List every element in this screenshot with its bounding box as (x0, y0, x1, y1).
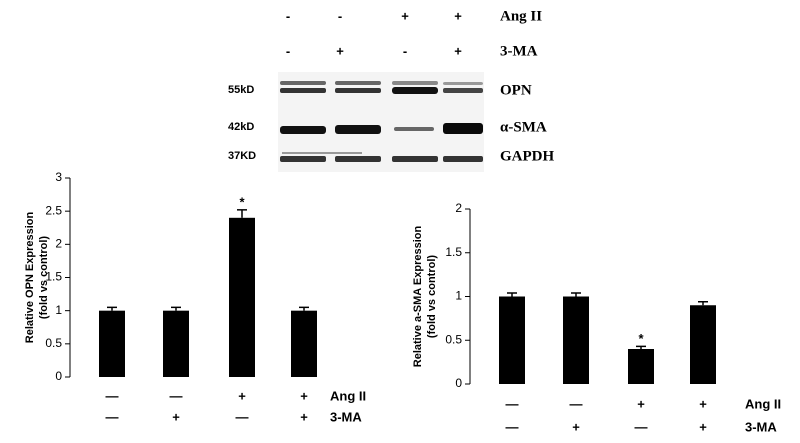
y-axis-label: Relative a-SMA Expression (412, 226, 424, 368)
bar (229, 217, 255, 377)
y-tick-label: 0.5 (445, 332, 462, 346)
x-row-label: — (506, 396, 519, 411)
x-row-name: 3-MA (330, 409, 362, 424)
bar (99, 310, 125, 377)
treatment-sign: + (336, 43, 344, 58)
treatment-sign: - (403, 43, 407, 58)
x-row-label: — (106, 388, 119, 403)
band-name: GAPDH (500, 148, 554, 164)
band-size: 37KD (228, 150, 256, 162)
x-row-name: 3-MA (745, 419, 777, 434)
treatment-sign: - (338, 8, 342, 23)
y-axis-label: Relative OPN Expression (24, 212, 36, 344)
bar (628, 349, 654, 384)
bar (563, 296, 589, 384)
x-row-label: + (699, 396, 707, 411)
significance-mark: * (239, 194, 245, 209)
treatment-sign: + (401, 8, 409, 23)
significance-mark: * (638, 331, 644, 346)
y-tick-label: 0 (55, 369, 62, 383)
y-axis-label: (fold vs control) (426, 255, 438, 338)
x-row-label: — (106, 409, 119, 424)
bar (690, 305, 716, 384)
band-size: 55kD (228, 84, 254, 96)
treatment-sign: - (286, 8, 290, 23)
y-tick-label: 0.5 (45, 336, 62, 350)
y-tick-label: 3 (55, 170, 62, 184)
treatment-name: 3-MA (500, 43, 538, 59)
y-tick-label: 1 (455, 289, 462, 303)
x-row-label: + (238, 388, 246, 403)
y-tick-label: 2 (455, 201, 462, 215)
x-row-label: — (170, 388, 183, 403)
x-row-label: + (300, 409, 308, 424)
treatment-sign: - (286, 43, 290, 58)
x-row-label: — (635, 419, 648, 434)
y-tick-label: 1.5 (445, 245, 462, 259)
x-row-label: — (506, 419, 519, 434)
y-tick-label: 0 (455, 376, 462, 390)
x-row-label: + (300, 388, 308, 403)
bar (499, 296, 525, 384)
x-row-label: + (172, 409, 180, 424)
x-row-name: Ang II (745, 396, 781, 411)
bar (163, 310, 189, 377)
x-row-label: + (699, 419, 707, 434)
x-row-label: — (236, 409, 249, 424)
x-row-name: Ang II (330, 388, 366, 403)
y-tick-label: 2.5 (45, 203, 62, 217)
y-tick-label: 2 (55, 237, 62, 251)
bar (291, 310, 317, 377)
y-tick-label: 1.5 (45, 270, 62, 284)
blot-image (278, 72, 484, 172)
treatment-sign: + (454, 43, 462, 58)
treatment-sign: + (454, 8, 462, 23)
y-axis-label: (fold vs control) (38, 236, 50, 319)
treatment-name: Ang II (500, 8, 542, 24)
band-name: α-SMA (500, 119, 547, 135)
band-size: 42kD (228, 121, 254, 133)
y-tick-label: 1 (55, 303, 62, 317)
x-row-label: — (570, 396, 583, 411)
x-row-label: + (637, 396, 645, 411)
x-row-label: + (572, 419, 580, 434)
band-name: OPN (500, 82, 532, 98)
